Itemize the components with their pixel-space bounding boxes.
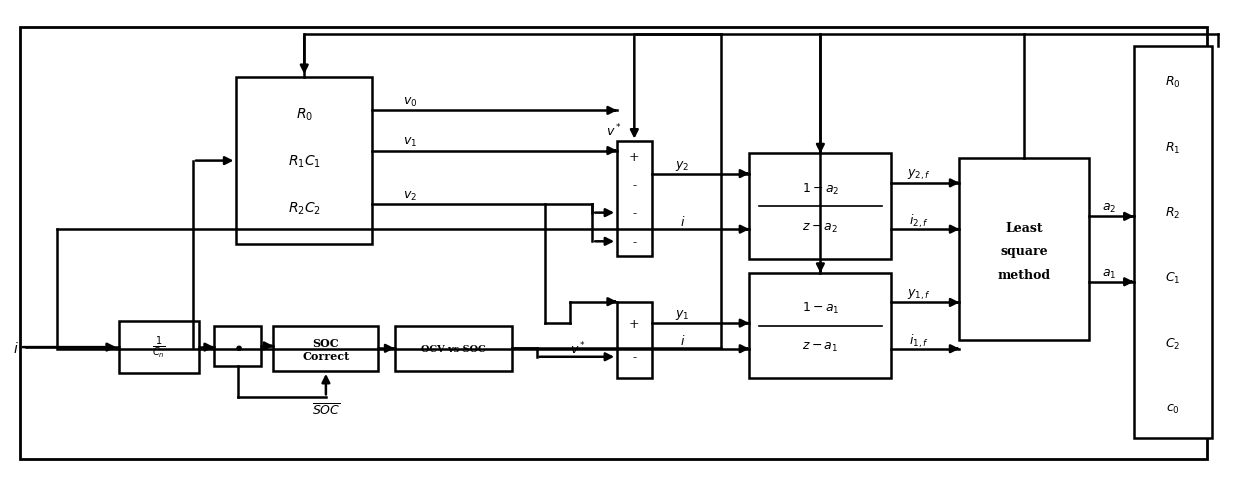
Text: $v_2$: $v_2$ [403,190,418,203]
Text: $a_2$: $a_2$ [1101,202,1116,215]
Text: -: - [632,350,637,363]
FancyBboxPatch shape [750,154,892,259]
Text: method: method [997,268,1051,281]
Text: $z-a_2$: $z-a_2$ [803,221,839,234]
Text: $i_{2,f}$: $i_{2,f}$ [909,213,928,230]
FancyBboxPatch shape [119,321,199,373]
Text: $\overline{SOC}$: $\overline{SOC}$ [312,402,341,417]
FancyBboxPatch shape [617,142,652,257]
Text: $C_2$: $C_2$ [1165,336,1181,351]
Text: $\frac{1}{C_n}$: $\frac{1}{C_n}$ [152,335,166,360]
Text: square: square [1001,245,1048,258]
FancyBboxPatch shape [274,326,378,371]
Text: $v^*$: $v^*$ [606,122,622,139]
Text: $R_1C_1$: $R_1C_1$ [287,153,321,169]
Text: $y_{2,f}$: $y_{2,f}$ [907,168,930,182]
Text: $R_0$: $R_0$ [1165,75,1181,90]
Text: $1-a_2$: $1-a_2$ [802,181,839,196]
Text: $R_1$: $R_1$ [1165,140,1181,156]
Text: +: + [629,151,639,164]
Text: $z-a_1$: $z-a_1$ [802,340,839,353]
Text: $i_{1,f}$: $i_{1,f}$ [909,332,928,349]
Text: +: + [629,317,639,330]
Text: $y_{1,f}$: $y_{1,f}$ [907,287,930,301]
Text: -: - [632,235,637,248]
Text: $R_0$: $R_0$ [296,106,312,123]
FancyBboxPatch shape [959,159,1089,340]
Text: $R_2$: $R_2$ [1165,205,1181,221]
Text: Correct: Correct [302,350,349,361]
FancyBboxPatch shape [750,274,892,378]
Text: $i$: $i$ [680,214,685,228]
Text: $y_1$: $y_1$ [675,308,690,322]
Text: $v_1$: $v_1$ [403,136,418,149]
Text: $R_2C_2$: $R_2C_2$ [287,200,321,216]
Text: $v_0$: $v_0$ [403,96,418,109]
Text: -: - [632,207,637,220]
Text: $i$: $i$ [12,340,19,355]
FancyBboxPatch shape [617,302,652,378]
FancyBboxPatch shape [214,326,261,366]
Text: Least: Least [1006,221,1043,234]
Text: -: - [632,179,637,192]
Text: $C_1$: $C_1$ [1165,271,1181,286]
Text: OCV vs SOC: OCV vs SOC [421,344,486,353]
FancyBboxPatch shape [237,78,372,245]
Text: $a_1$: $a_1$ [1101,267,1116,280]
Text: $1-a_1$: $1-a_1$ [802,300,839,315]
Text: $v^*$: $v^*$ [570,340,586,357]
Text: SOC: SOC [312,337,339,348]
FancyBboxPatch shape [394,326,512,371]
Text: $c_0$: $c_0$ [1166,402,1180,415]
Text: $i$: $i$ [680,334,685,348]
FancyBboxPatch shape [1134,47,1212,438]
Text: $y_2$: $y_2$ [675,159,690,173]
Text: $\bullet$: $\bullet$ [232,337,243,355]
